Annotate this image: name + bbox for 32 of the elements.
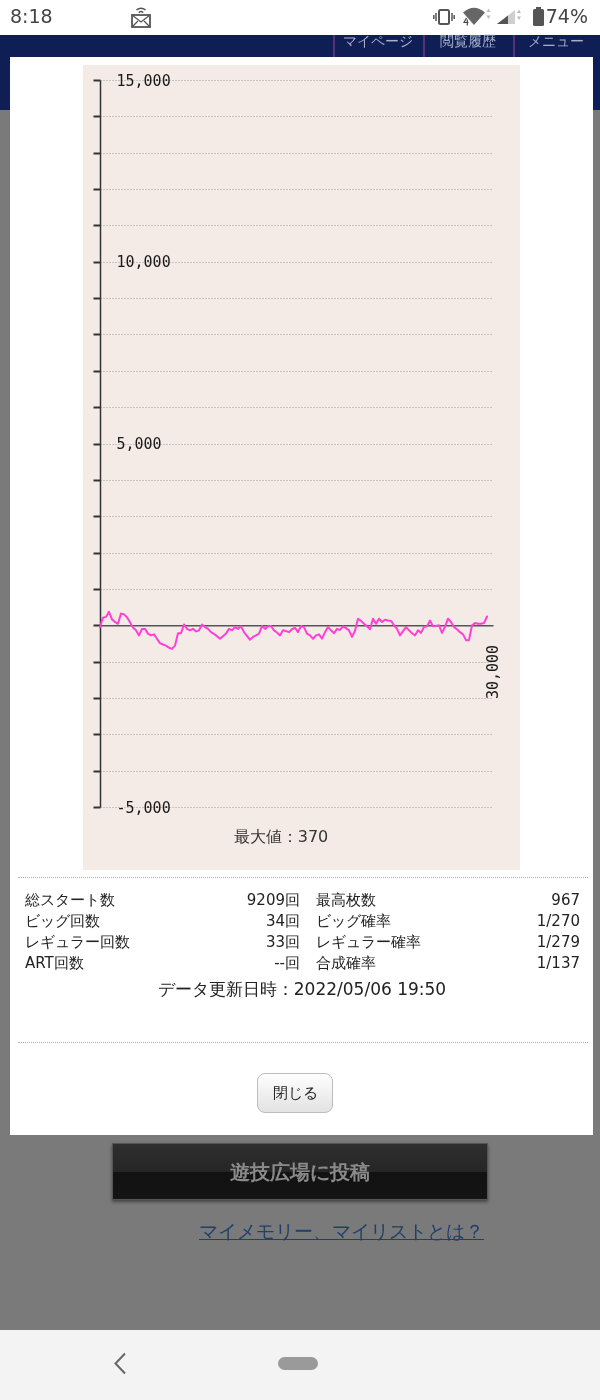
text: --回 xyxy=(274,954,300,972)
text: 34回 xyxy=(265,912,300,930)
text: 最大値：370 xyxy=(233,827,329,846)
text: 1/137 xyxy=(536,954,580,972)
text: マイメモリー、マイリストとは？ xyxy=(199,1220,484,1243)
text: 74% xyxy=(545,5,588,28)
text: ビッグ確率 xyxy=(316,912,391,930)
text: ビッグ回数 xyxy=(25,912,100,930)
button: 閉じる xyxy=(257,1073,333,1113)
text: 総スタート数 xyxy=(25,891,115,909)
text: レギュラー回数 xyxy=(25,933,130,951)
y-tick-label: -5,000 xyxy=(116,798,171,817)
text: 1/270 xyxy=(536,912,580,930)
text: データ更新日時：2022/05/06 19:50 xyxy=(157,979,447,999)
line-series xyxy=(99,610,488,650)
y-tick-label: 15,000 xyxy=(116,71,171,90)
text: 最高枚数 xyxy=(316,891,376,909)
text: マイページ xyxy=(343,33,413,50)
text: レギュラー確率 xyxy=(316,933,421,951)
text: 33回 xyxy=(265,933,300,951)
button: 遊技広場に投稿 xyxy=(112,1143,488,1200)
y-tick-label: 5,000 xyxy=(116,435,162,453)
text: 閲覧履歴 xyxy=(440,33,496,50)
y-tick-label: 10,000 xyxy=(116,253,171,272)
text: 1/279 xyxy=(536,933,580,951)
text: 9209回 xyxy=(246,891,300,909)
text: 合成確率 xyxy=(316,954,376,972)
text: 8:18 xyxy=(10,5,53,28)
text: メニュー xyxy=(528,33,584,50)
text: ART回数 xyxy=(25,954,84,972)
annotation: 30,000 xyxy=(484,644,502,700)
text: 967 xyxy=(551,891,580,909)
